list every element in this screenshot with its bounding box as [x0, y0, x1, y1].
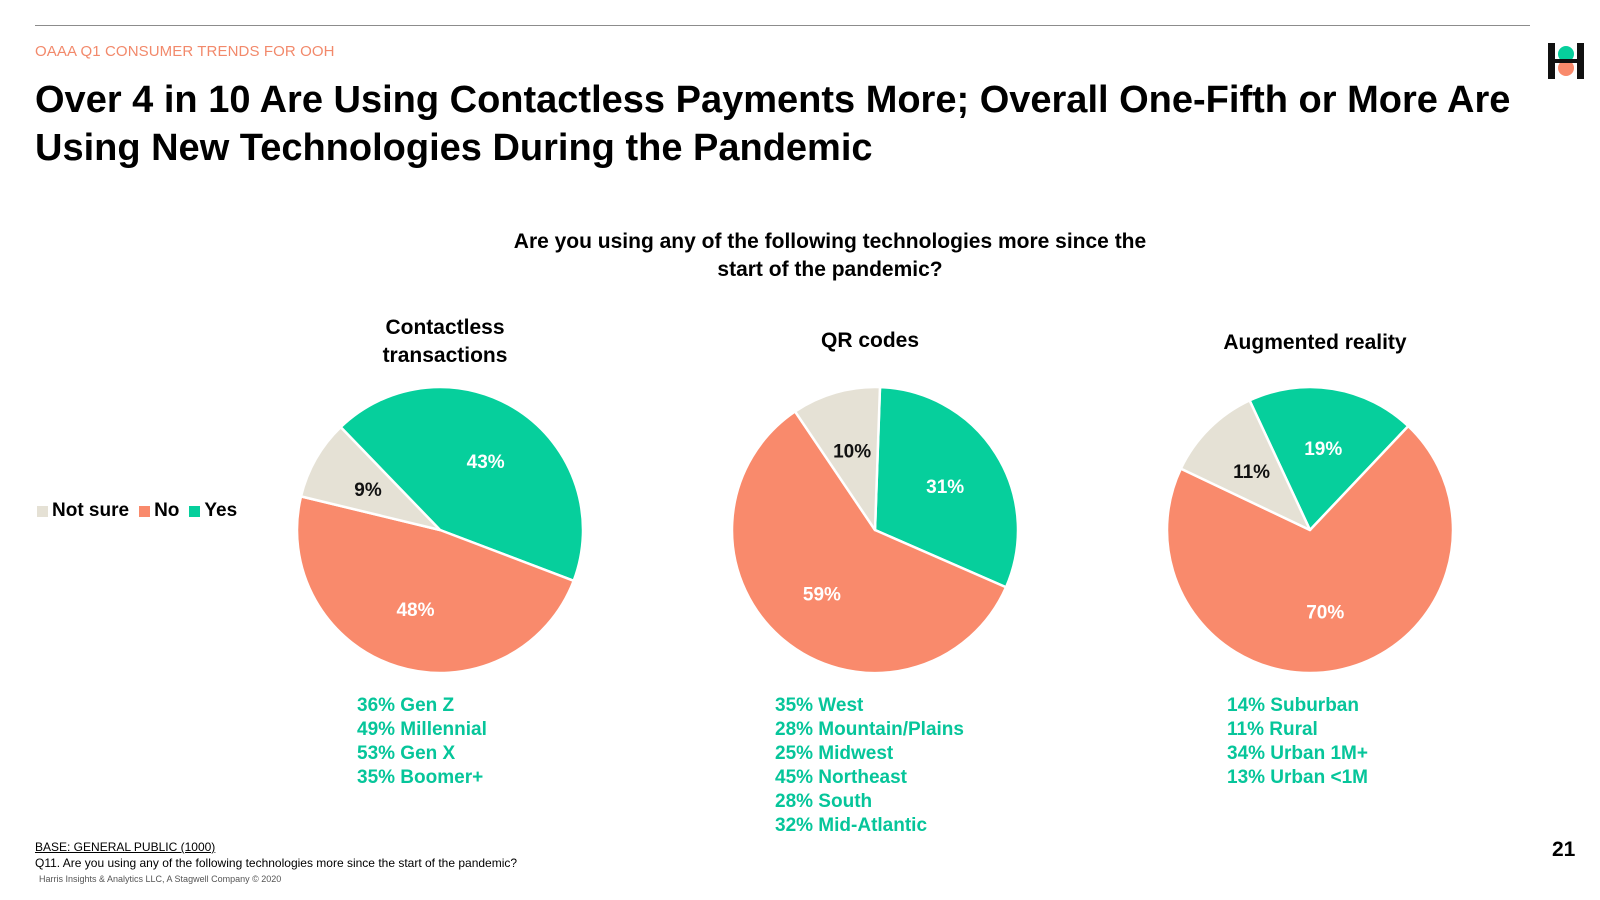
note-item: 36% Gen Z [357, 695, 455, 716]
pie-slice-not-sure [793, 385, 882, 532]
note-item: 45% Northeast [775, 767, 907, 788]
note-item: 35% West [775, 695, 864, 716]
legend-label-not-sure: Not sure [52, 500, 130, 521]
pie-slice-no [295, 495, 575, 675]
pie-data-label: 31% [926, 477, 964, 498]
notes-region: 35% West 28% Mountain/Plains 25% Midwest… [775, 694, 964, 838]
note-item: 32% Mid-Atlantic [775, 815, 928, 836]
note-item: 49% Millennial [357, 719, 487, 740]
top-divider [35, 25, 1530, 26]
page-number: 21 [1552, 838, 1576, 861]
legend-swatch-yes [189, 505, 201, 517]
pie-qr-codes: 31% 59% 10% [730, 385, 1020, 675]
pie-title-qr-codes: QR codes [820, 329, 920, 352]
pie-title-contactless: Contactless transactions [382, 316, 508, 367]
note-item: 14% Suburban [1227, 695, 1359, 716]
pie-contactless: 43% 48% 9% [295, 385, 585, 675]
note-item: 53% Gen X [357, 743, 456, 764]
chart-legend: Not sure No Yes [37, 500, 247, 522]
pie-data-label: 59% [803, 585, 841, 606]
note-item: 28% South [775, 791, 873, 812]
pie-slice-no [1165, 424, 1455, 675]
pie-data-label: 11% [1233, 462, 1270, 483]
note-item: 13% Urban <1M [1227, 767, 1368, 788]
legend-label-no: No [154, 500, 180, 521]
notes-urbanicity: 14% Suburban 11% Rural 34% Urban 1M+ 13%… [1227, 694, 1368, 790]
note-item: 11% Rural [1227, 719, 1318, 740]
pie-slice-yes [1248, 385, 1410, 532]
legend-item-no: No [139, 500, 179, 522]
pie-data-label: 43% [467, 452, 505, 473]
report-kicker: OAAA Q1 CONSUMER TRENDS FOR OOH [35, 43, 335, 60]
harris-logo-icon [1548, 43, 1584, 79]
pie-title-augmented-reality: Augmented reality [1223, 331, 1407, 354]
pie-slice-yes [873, 385, 1020, 589]
pie-data-label: 19% [1304, 439, 1342, 460]
legend-item-not-sure: Not sure [37, 500, 129, 522]
footer-question-note: Q11. Are you using any of the following … [35, 856, 518, 870]
note-item: 28% Mountain/Plains [775, 719, 964, 740]
pie-data-label: 10% [833, 441, 871, 462]
pie-slice-no [730, 410, 1008, 675]
pie-data-label: 70% [1306, 603, 1344, 624]
note-item: 35% Boomer+ [357, 767, 484, 788]
legend-label-yes: Yes [204, 500, 238, 521]
survey-question: Are you using any of the following techn… [513, 230, 1147, 281]
pie-data-label: 9% [354, 480, 382, 501]
note-item: 25% Midwest [775, 743, 894, 764]
legend-item-yes: Yes [189, 500, 237, 522]
footer-base: BASE: GENERAL PUBLIC (1000) [35, 840, 216, 854]
legend-swatch-no [139, 505, 151, 517]
pie-data-label: 48% [396, 600, 434, 621]
pie-augmented-reality: 19% 70% 11% [1165, 385, 1455, 675]
footer-copyright: Harris Insights & Analytics LLC, A Stagw… [39, 874, 282, 884]
legend-swatch-not-sure [37, 505, 48, 517]
pie-slice-not-sure [299, 425, 442, 532]
pie-slice-not-sure [1179, 399, 1312, 532]
slide-title: Over 4 in 10 Are Using Contactless Payme… [35, 79, 1511, 169]
pie-slice-yes [339, 385, 585, 583]
note-item: 34% Urban 1M+ [1227, 743, 1368, 764]
notes-generation: 36% Gen Z 49% Millennial 53% Gen X 35% B… [357, 694, 487, 790]
